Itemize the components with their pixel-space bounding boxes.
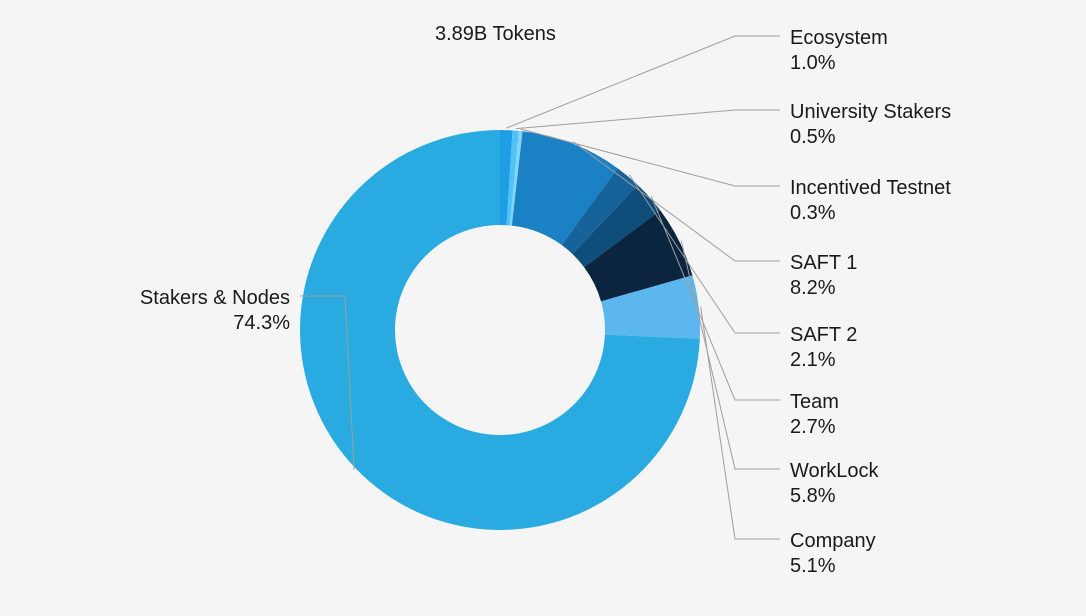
label-text: SAFT 1 — [790, 252, 857, 274]
label-stakers: Stakers & Nodes 74.3% — [140, 286, 290, 336]
label-ecosystem: Ecosystem 1.0% — [790, 26, 888, 76]
label-text: Company — [790, 530, 876, 552]
label-pct: 5.1% — [790, 554, 876, 579]
label-pct: 2.7% — [790, 415, 839, 440]
label-text: University Stakers — [790, 101, 951, 123]
label-saft2: SAFT 2 2.1% — [790, 323, 857, 373]
leader-ecosystem — [506, 36, 780, 128]
label-pct: 0.5% — [790, 125, 951, 150]
leader-company — [701, 307, 780, 539]
label-worklock: WorkLock 5.8% — [790, 459, 879, 509]
label-company: Company 5.1% — [790, 529, 876, 579]
label-pct: 8.2% — [790, 276, 857, 301]
label-university: University Stakers 0.5% — [790, 100, 951, 150]
label-text: Incentived Testnet — [790, 177, 951, 199]
label-text: Stakers & Nodes — [140, 287, 290, 309]
leader-university — [516, 110, 780, 129]
label-testnet: Incentived Testnet 0.3% — [790, 176, 951, 226]
label-text: SAFT 2 — [790, 324, 857, 346]
label-pct: 74.3% — [140, 311, 290, 336]
label-pct: 0.3% — [790, 201, 951, 226]
label-text: Team — [790, 391, 839, 413]
label-pct: 1.0% — [790, 51, 888, 76]
donut-chart: 3.89B Tokens Ecosystem 1.0% University S… — [0, 0, 1086, 616]
label-text: WorkLock — [790, 460, 879, 482]
label-pct: 5.8% — [790, 484, 879, 509]
label-team: Team 2.7% — [790, 390, 839, 440]
label-pct: 2.1% — [790, 348, 857, 373]
label-saft1: SAFT 1 8.2% — [790, 251, 857, 301]
chart-title: 3.89B Tokens — [435, 23, 556, 46]
label-text: Ecosystem — [790, 27, 888, 49]
